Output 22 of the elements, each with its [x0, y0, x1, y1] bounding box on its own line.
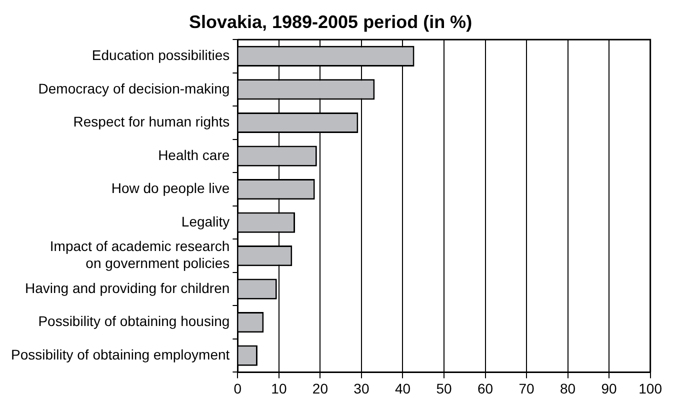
y-tick-label: Impact of academic research on government policies	[50, 238, 230, 272]
x-tick-label: 40	[394, 380, 411, 396]
y-tick-label: Health care	[158, 146, 230, 163]
y-tick-label: Having and providing for children	[24, 280, 230, 296]
y-tick-label: Respect for human rights	[73, 114, 230, 130]
y-tick-label: How do people live	[111, 180, 230, 196]
y-tick-label: Legality	[181, 213, 230, 230]
x-tick-label: 50	[436, 380, 452, 396]
x-tick-label: 60	[477, 380, 494, 396]
x-tick-label: 0	[234, 380, 242, 396]
chart-title: Slovakia, 1989-2005 period (in %)	[188, 12, 472, 32]
y-tick-label: Democracy of decision-making	[38, 80, 230, 96]
x-tick-label: 80	[560, 380, 576, 396]
x-tick-label: 20	[312, 380, 328, 396]
x-tick-label: 10	[271, 380, 287, 396]
y-tick-label: Education possibilities	[92, 47, 230, 64]
x-tick-label: 90	[601, 380, 618, 396]
x-tick-label: 100	[638, 380, 662, 396]
x-tick-label: 30	[354, 380, 370, 396]
x-tick-label: 70	[518, 380, 535, 396]
y-tick-label: Possibility of obtaining employment	[10, 346, 230, 362]
y-tick-label: Possibility of obtaining housing	[38, 313, 230, 330]
